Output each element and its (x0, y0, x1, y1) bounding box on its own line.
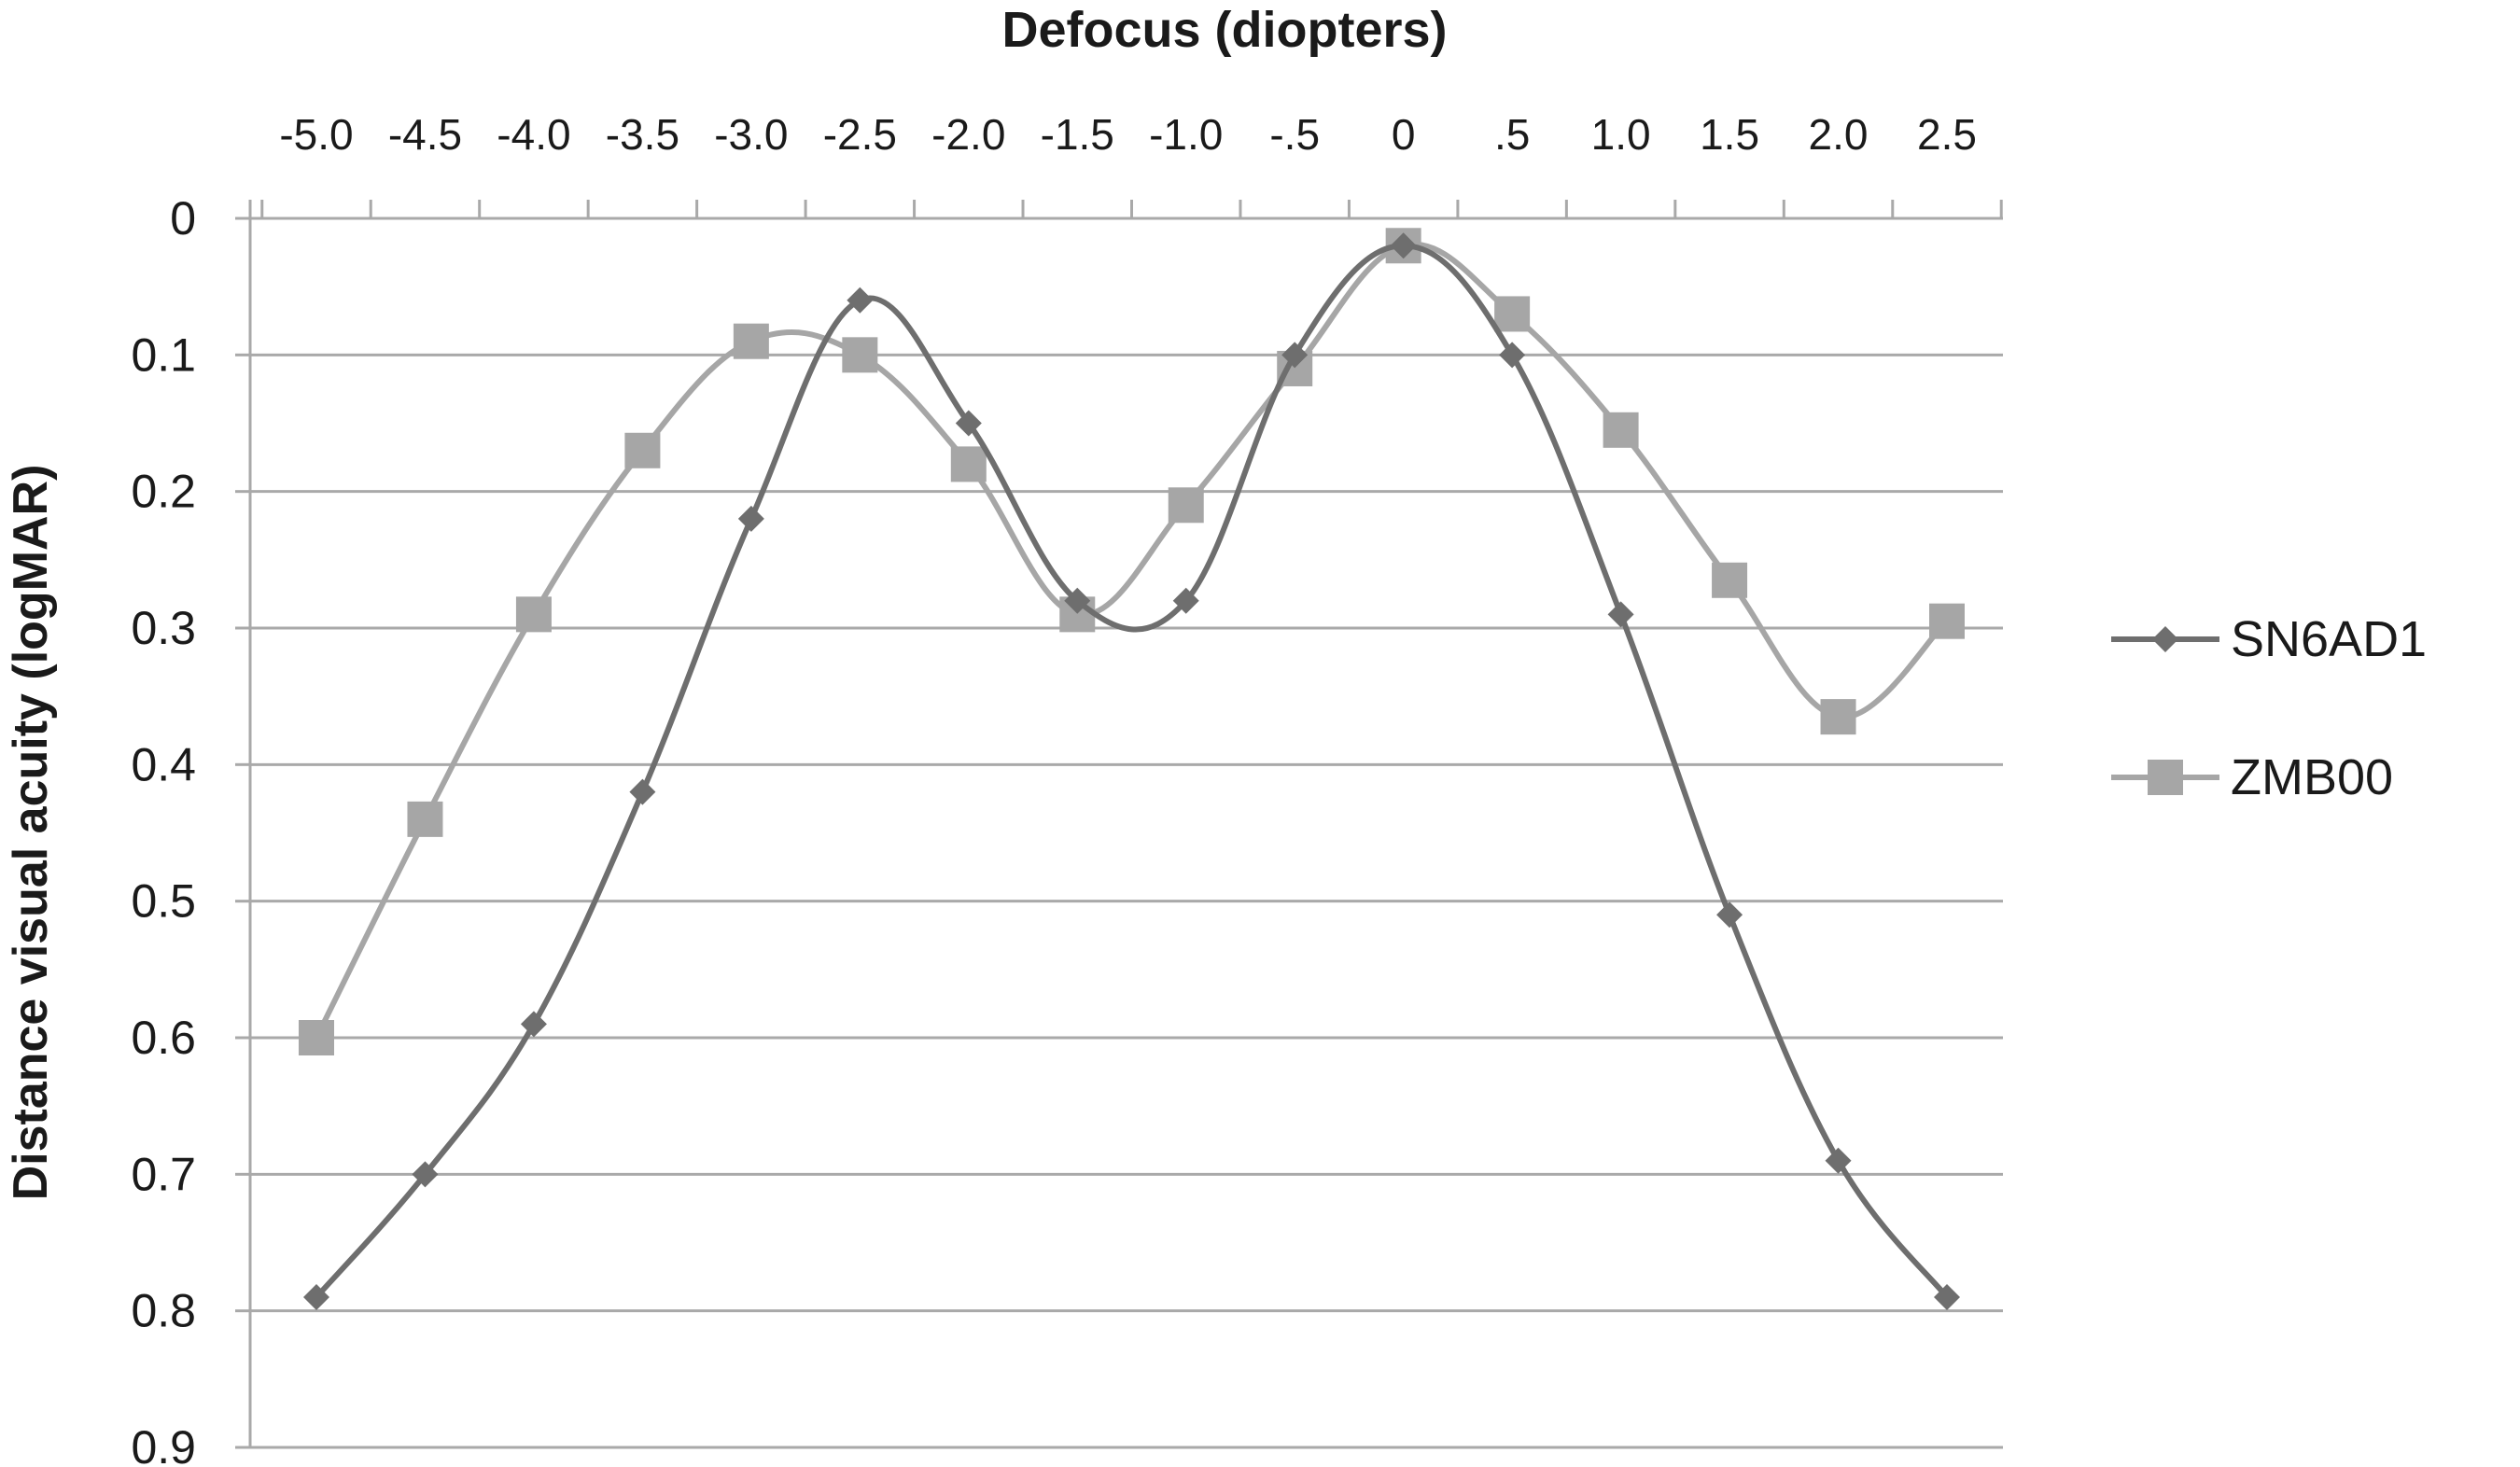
data-point-sn6ad1 (1499, 342, 1526, 369)
x-tick-label: -4.5 (388, 110, 462, 159)
x-tick-label: -3.5 (606, 110, 679, 159)
x-tick-label: -.5 (1269, 110, 1320, 159)
data-point-sn6ad1 (629, 778, 656, 805)
y-tick-label: 0.2 (131, 466, 196, 518)
data-point-sn6ad1 (1934, 1284, 1960, 1311)
data-point-sn6ad1 (1172, 587, 1199, 614)
x-tick-label: -4.0 (497, 110, 570, 159)
legend: SN6AD1 ZMB00 (2111, 611, 2427, 805)
data-point-sn6ad1 (1825, 1147, 1852, 1174)
x-tick-label: 0 (1392, 110, 1416, 159)
data-point-sn6ad1 (520, 1011, 547, 1038)
x-tick-label: -2.0 (931, 110, 1005, 159)
x-tick-label: 2.0 (1809, 110, 1869, 159)
data-point-zmb00 (299, 1020, 334, 1055)
data-point-zmb00 (624, 432, 661, 468)
data-point-zmb00 (950, 446, 987, 482)
data-point-sn6ad1 (1716, 901, 1743, 929)
y-tick-label: 0.3 (131, 602, 196, 654)
series-lines (299, 228, 1965, 1311)
data-point-zmb00 (407, 801, 443, 837)
x-tick-label: -2.5 (823, 110, 897, 159)
data-point-zmb00 (1929, 603, 1965, 639)
data-point-sn6ad1 (1281, 342, 1309, 369)
data-point-sn6ad1 (847, 286, 874, 314)
tick-labels: -5.0 -4.5 -4.0 -3.5 -3.0 -2.5 -2.0 -1.5 -1.0 -.5 0… (131, 110, 1976, 1467)
data-point-sn6ad1 (1607, 601, 1634, 628)
legend-marker-sn6ad1 (2152, 626, 2178, 652)
y-tick-label: 0.6 (131, 1012, 196, 1064)
y-tick-label: 0.8 (131, 1285, 196, 1337)
data-point-sn6ad1 (955, 410, 982, 437)
legend-marker-zmb00 (2148, 760, 2183, 795)
data-point-sn6ad1 (1064, 587, 1091, 614)
data-point-zmb00 (842, 337, 878, 373)
y-tick-label: 0.5 (131, 875, 196, 928)
data-point-zmb00 (1712, 562, 1748, 598)
y-tick-label: 0.7 (131, 1148, 196, 1200)
series-line-sn6ad1 (314, 243, 1950, 1301)
y-axis-title: Distance visual acuity (logMAR) (4, 465, 58, 1201)
legend-label-zmb00: ZMB00 (2231, 749, 2393, 805)
data-point-sn6ad1 (303, 1284, 329, 1311)
data-point-zmb00 (1603, 412, 1639, 448)
x-tick-label: 1.0 (1591, 110, 1651, 159)
data-point-zmb00 (733, 323, 769, 359)
data-point-sn6ad1 (412, 1161, 439, 1188)
x-tick-label: 2.5 (1917, 110, 1977, 159)
axes (235, 200, 2003, 1449)
gridlines (250, 353, 2003, 1449)
series-line-zmb00 (314, 241, 1950, 1041)
x-tick-label: -1.0 (1149, 110, 1223, 159)
data-point-zmb00 (515, 596, 552, 633)
data-point-zmb00 (1168, 487, 1204, 524)
x-tick-label: -5.0 (279, 110, 353, 159)
data-point-sn6ad1 (737, 505, 764, 532)
legend-label-sn6ad1: SN6AD1 (2231, 611, 2427, 667)
y-tick-label: 0.4 (131, 738, 196, 790)
y-tick-label: 0.1 (131, 328, 196, 381)
x-tick-label: 1.5 (1700, 110, 1759, 159)
y-tick-label: 0 (170, 192, 196, 244)
x-tick-label: .5 (1494, 110, 1530, 159)
x-tick-label: -1.5 (1041, 110, 1114, 159)
y-tick-label: 0.9 (131, 1421, 196, 1467)
data-point-zmb00 (1494, 296, 1531, 332)
data-point-sn6ad1 (1390, 232, 1417, 259)
data-point-zmb00 (1820, 699, 1856, 735)
x-axis-title: Defocus (diopters) (1001, 2, 1447, 58)
x-tick-label: -3.0 (714, 110, 788, 159)
